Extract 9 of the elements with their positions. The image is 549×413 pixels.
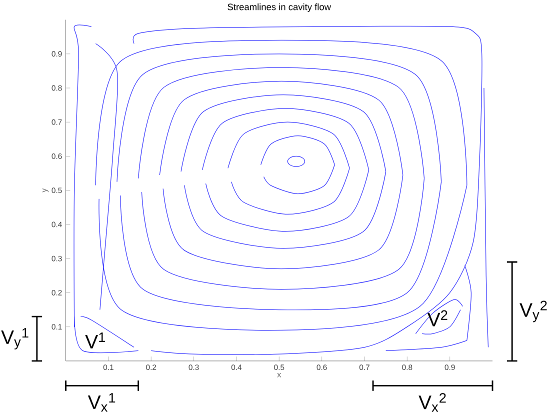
text: V$_{y}$2 xyxy=(520,300,547,322)
text: V$_{x}$1 xyxy=(88,393,116,412)
y-axis-title: y xyxy=(42,188,49,192)
annotation: V$^{2}$ xyxy=(427,310,448,326)
text: V$_{x}$2 xyxy=(418,393,446,412)
annotation: V$^{1}$ xyxy=(85,332,106,348)
x-axis-title: x xyxy=(277,373,282,378)
chart-title: Streamlines in cavity flow xyxy=(228,4,332,12)
text: V$_{y}$1 xyxy=(1,328,28,350)
